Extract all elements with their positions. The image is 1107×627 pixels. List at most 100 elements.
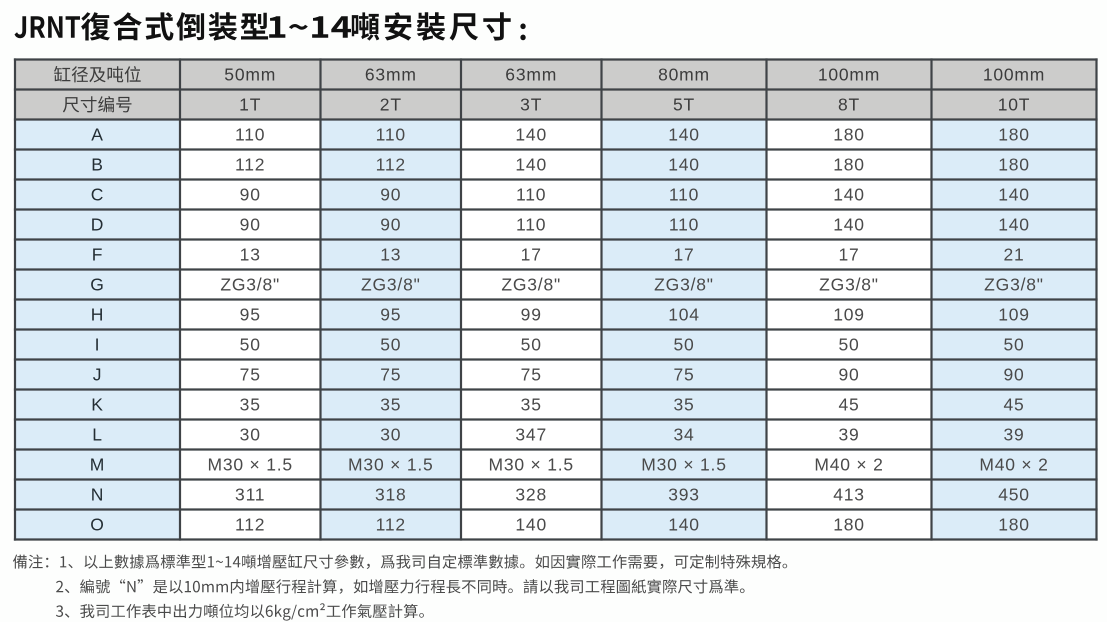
svg-text:O: O	[90, 515, 104, 535]
svg-text:35: 35	[240, 395, 261, 415]
svg-text:109: 109	[998, 305, 1030, 325]
svg-text:140: 140	[998, 185, 1030, 205]
svg-text:104: 104	[668, 305, 700, 325]
svg-text:35: 35	[380, 395, 401, 415]
svg-text:39: 39	[838, 425, 859, 445]
svg-text:90: 90	[380, 185, 401, 205]
svg-text:63mm: 63mm	[365, 65, 417, 85]
svg-text:ZG3/8": ZG3/8"	[220, 275, 280, 295]
svg-text:100mm: 100mm	[983, 65, 1045, 85]
svg-text:112: 112	[376, 515, 406, 535]
svg-text:110: 110	[669, 185, 699, 205]
svg-text:H: H	[91, 305, 104, 325]
svg-text:50mm: 50mm	[224, 65, 276, 85]
svg-text:328: 328	[515, 485, 547, 505]
svg-text:393: 393	[668, 485, 700, 505]
svg-text:J: J	[93, 365, 103, 385]
svg-text:3T: 3T	[520, 95, 542, 115]
svg-text:180: 180	[998, 125, 1030, 145]
svg-text:17: 17	[673, 245, 694, 265]
svg-text:21: 21	[1003, 245, 1024, 265]
svg-text:90: 90	[240, 215, 261, 235]
svg-text:90: 90	[380, 215, 401, 235]
svg-text:30: 30	[380, 425, 401, 445]
svg-text:C: C	[91, 185, 104, 205]
svg-text:450: 450	[998, 485, 1030, 505]
svg-text:311: 311	[235, 485, 265, 505]
svg-text:45: 45	[838, 395, 859, 415]
svg-text:M30 × 1.5: M30 × 1.5	[348, 455, 434, 475]
svg-text:75: 75	[240, 365, 261, 385]
svg-text:B: B	[91, 155, 103, 175]
svg-text:318: 318	[375, 485, 407, 505]
svg-text:13: 13	[240, 245, 261, 265]
svg-text:39: 39	[1003, 425, 1024, 445]
svg-text:M30 × 1.5: M30 × 1.5	[641, 455, 727, 475]
svg-text:112: 112	[376, 155, 406, 175]
svg-text:ZG3/8": ZG3/8"	[654, 275, 714, 295]
svg-text:50: 50	[240, 335, 261, 355]
svg-text:140: 140	[833, 215, 865, 235]
svg-text:34: 34	[673, 425, 694, 445]
svg-text:110: 110	[376, 125, 406, 145]
svg-text:G: G	[90, 275, 104, 295]
svg-text:140: 140	[515, 125, 547, 145]
svg-text:140: 140	[668, 125, 700, 145]
svg-text:17: 17	[838, 245, 859, 265]
svg-text:K: K	[91, 395, 103, 415]
svg-text:100mm: 100mm	[818, 65, 880, 85]
svg-text:A: A	[91, 125, 103, 145]
svg-text:75: 75	[380, 365, 401, 385]
svg-text:180: 180	[998, 515, 1030, 535]
svg-text:90: 90	[1003, 365, 1024, 385]
svg-text:ZG3/8": ZG3/8"	[361, 275, 421, 295]
svg-text:140: 140	[515, 155, 547, 175]
svg-text:D: D	[91, 215, 104, 235]
svg-text:50: 50	[1003, 335, 1024, 355]
svg-text:L: L	[92, 425, 103, 445]
svg-text:180: 180	[833, 125, 865, 145]
svg-text:35: 35	[521, 395, 542, 415]
svg-text:180: 180	[833, 515, 865, 535]
svg-text:110: 110	[516, 215, 546, 235]
svg-text:I: I	[95, 335, 101, 355]
svg-text:75: 75	[673, 365, 694, 385]
svg-text:17: 17	[521, 245, 542, 265]
svg-text:347: 347	[515, 425, 547, 445]
svg-text:30: 30	[240, 425, 261, 445]
svg-text:50: 50	[380, 335, 401, 355]
svg-text:50: 50	[673, 335, 694, 355]
svg-text:63mm: 63mm	[505, 65, 557, 85]
svg-text:2T: 2T	[380, 95, 402, 115]
svg-text:M: M	[90, 455, 105, 475]
svg-text:180: 180	[998, 155, 1030, 175]
svg-text:110: 110	[516, 185, 546, 205]
svg-text:ZG3/8": ZG3/8"	[501, 275, 561, 295]
svg-text:45: 45	[1003, 395, 1024, 415]
svg-text:413: 413	[833, 485, 865, 505]
svg-text:ZG3/8": ZG3/8"	[819, 275, 879, 295]
svg-text:1T: 1T	[239, 95, 261, 115]
svg-text:75: 75	[521, 365, 542, 385]
svg-text:180: 180	[833, 155, 865, 175]
svg-text:90: 90	[838, 365, 859, 385]
svg-text:M40 × 2: M40 × 2	[979, 455, 1048, 475]
svg-text:M30 × 1.5: M30 × 1.5	[488, 455, 574, 475]
svg-text:ZG3/8": ZG3/8"	[984, 275, 1044, 295]
svg-text:95: 95	[380, 305, 401, 325]
svg-text:F: F	[92, 245, 104, 265]
svg-text:50: 50	[838, 335, 859, 355]
svg-text:35: 35	[673, 395, 694, 415]
svg-text:8T: 8T	[838, 95, 860, 115]
svg-text:80mm: 80mm	[658, 65, 710, 85]
svg-text:99: 99	[521, 305, 542, 325]
svg-text:5T: 5T	[673, 95, 695, 115]
svg-text:10T: 10T	[998, 95, 1031, 115]
svg-text:112: 112	[235, 155, 265, 175]
svg-text:M40 × 2: M40 × 2	[814, 455, 883, 475]
svg-text:140: 140	[998, 215, 1030, 235]
svg-text:110: 110	[669, 215, 699, 235]
svg-text:109: 109	[833, 305, 865, 325]
svg-text:13: 13	[380, 245, 401, 265]
svg-text:140: 140	[833, 185, 865, 205]
